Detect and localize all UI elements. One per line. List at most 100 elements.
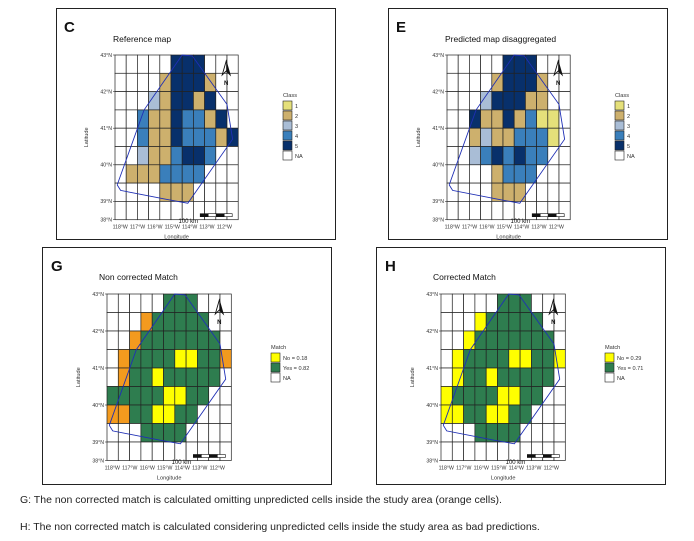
grid-cell	[181, 182, 194, 202]
grid-cell	[474, 441, 487, 461]
grid-cell	[469, 127, 481, 147]
scale-bar-label: 100 km	[506, 460, 526, 466]
panel-letter-e: E	[396, 19, 406, 36]
grid-cell	[197, 349, 210, 369]
grid-cell	[174, 312, 187, 332]
grid-cell	[185, 367, 198, 387]
grid-cell	[536, 91, 549, 111]
grid-cell	[531, 349, 544, 369]
grid-cell	[140, 312, 153, 332]
grid-cell	[531, 386, 544, 406]
grid-cell	[174, 423, 187, 443]
scale-bar-segment	[215, 213, 225, 217]
grid-cell	[117, 293, 130, 313]
grid-cell	[163, 441, 176, 461]
grid-cell	[485, 349, 498, 369]
grid-cell	[463, 293, 476, 313]
study-area-boundary	[108, 293, 227, 445]
grid-cell	[491, 146, 504, 166]
legend-swatch	[282, 140, 293, 151]
grid-cell	[197, 404, 210, 424]
grid-cell	[114, 54, 127, 74]
grid-cell	[480, 182, 493, 202]
north-arrow-label: N	[224, 81, 228, 87]
grid-cell	[215, 127, 228, 147]
grid-cell	[114, 201, 127, 221]
legend-label: NA	[627, 154, 635, 160]
grid-cell	[446, 72, 459, 92]
grid-cell	[106, 441, 119, 461]
grid-cell	[457, 72, 470, 92]
grid-cell	[226, 182, 239, 202]
north-arrow-fill	[226, 61, 231, 75]
scale-bar-label: 100 km	[179, 219, 199, 225]
grid-cell	[117, 312, 130, 332]
panel-e: E Predicted map disaggregated 43°N 42°N 41°N…	[388, 8, 668, 241]
map-g: G Non corrected Match 43°N 42°N 41°N 40°N 39°N…	[51, 258, 309, 482]
scale-bar-segment	[217, 454, 226, 458]
lat-tick-label: 39°N	[426, 440, 438, 446]
grid-cell	[226, 201, 239, 221]
grid-cell	[474, 404, 487, 424]
grid-cell	[446, 109, 459, 129]
lon-tick-label: 117°W	[456, 466, 471, 472]
map-title-e: Predicted map disaggregated	[445, 34, 556, 44]
grid-cell	[469, 72, 481, 92]
grid-cell	[513, 54, 526, 74]
grid-cell	[485, 367, 498, 387]
grid-cell	[542, 404, 555, 424]
grid-cell	[114, 109, 127, 129]
grid-cells-c	[114, 54, 239, 221]
grid-cell	[502, 146, 515, 166]
scale-bar-segment	[551, 454, 560, 458]
grid-cell	[114, 146, 127, 166]
legend-swatch	[604, 362, 615, 373]
grid-cell	[193, 146, 205, 166]
grid-cell	[508, 441, 521, 461]
grid-cell	[140, 386, 153, 406]
grid-cell	[536, 164, 549, 184]
grid-cell	[125, 54, 138, 74]
grid-cell	[114, 182, 127, 202]
grid-cell	[491, 127, 504, 147]
grid-cell	[508, 404, 521, 424]
grid-cell	[463, 441, 476, 461]
lat-tick-label: 42°N	[92, 329, 104, 335]
grid-cell	[497, 330, 510, 350]
grid-cell	[451, 441, 464, 461]
grid-cell	[185, 404, 198, 424]
grid-cell	[525, 164, 537, 184]
north-arrow-fill	[553, 300, 558, 314]
grid-cell	[491, 201, 504, 221]
grid-cell	[480, 164, 493, 184]
lon-tick-label: 117°W	[122, 466, 137, 472]
grid-cell	[451, 349, 464, 369]
grid-cell	[525, 72, 537, 92]
legend-label: No = 0.29	[617, 356, 641, 362]
grid-cell	[114, 127, 127, 147]
grid-cell	[519, 349, 532, 369]
grid-cell	[148, 72, 161, 92]
grid-cell	[508, 349, 521, 369]
grid-cell	[159, 201, 172, 221]
grid-cell	[519, 386, 532, 406]
lat-tick-label: 40°N	[426, 403, 438, 409]
grid-cell	[474, 293, 487, 313]
panel-g: G Non corrected Match 43°N 42°N 41°N 40°N 39°N…	[42, 247, 332, 485]
grid-cell	[469, 146, 481, 166]
grid-cell	[446, 182, 459, 202]
panel-letter-g: G	[51, 258, 63, 275]
grid-cell	[525, 91, 537, 111]
lon-tick-label: 116°W	[479, 225, 494, 231]
lat-tick-label: 41°N	[432, 126, 444, 132]
grid-cell	[226, 164, 239, 184]
grid-cell	[480, 72, 493, 92]
grid-cell	[137, 164, 149, 184]
lat-tick-label: 38°N	[100, 218, 112, 224]
grid-cell	[558, 146, 571, 166]
grid-cell	[226, 146, 239, 166]
grid-cell	[480, 109, 493, 129]
grid-cell	[553, 330, 566, 350]
grid-cell	[536, 182, 549, 202]
lat-tick-label: 40°N	[432, 163, 444, 169]
